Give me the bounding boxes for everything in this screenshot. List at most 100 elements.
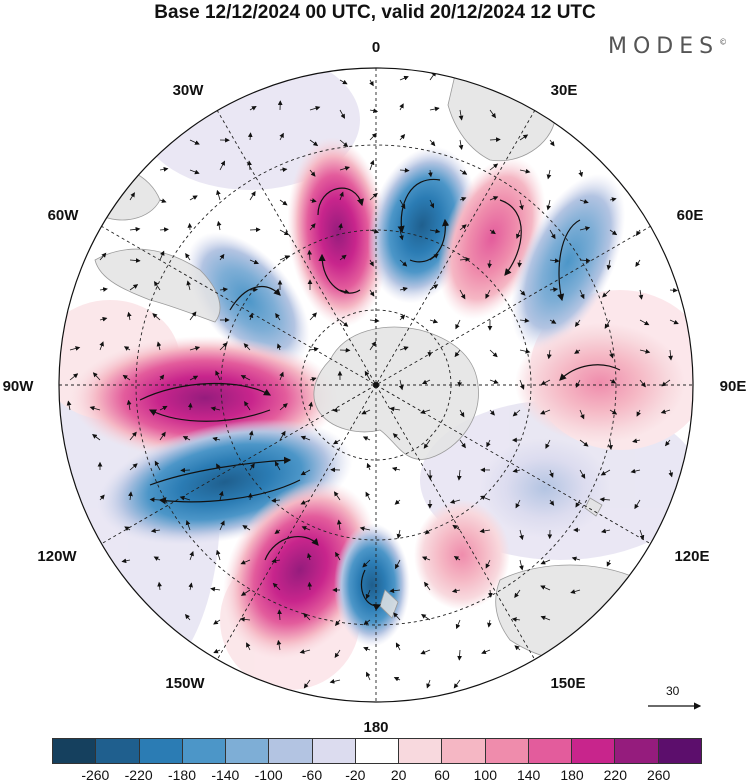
wind-vector — [393, 676, 401, 682]
wind-vector — [512, 468, 521, 473]
wind-vector — [389, 588, 401, 594]
wind-vector — [152, 313, 161, 321]
wind-vector — [180, 467, 191, 473]
wind-vector — [189, 311, 197, 321]
wind-vector — [179, 495, 191, 501]
wind-vector — [369, 132, 377, 141]
wind-vector — [369, 108, 379, 114]
wind-vector — [549, 319, 557, 324]
wind-vector — [571, 556, 581, 562]
wind-vector — [579, 226, 591, 231]
wind-reference-label: 30 — [666, 684, 680, 698]
wind-vector — [240, 375, 251, 381]
wind-vector — [489, 163, 499, 171]
wind-vector — [243, 343, 251, 351]
wind-vector — [300, 469, 311, 476]
wind-vector — [129, 284, 139, 291]
wind-vector — [272, 582, 281, 591]
wind-vector — [578, 169, 584, 178]
wind-vector — [540, 585, 551, 591]
lon-label-180: 180 — [363, 719, 388, 735]
wind-vector — [519, 168, 531, 174]
wind-vector — [459, 409, 465, 418]
wind-vector — [609, 349, 614, 359]
wind-vector — [216, 463, 221, 471]
wind-vector — [366, 462, 372, 471]
wind-vector — [129, 463, 138, 471]
wind-vector — [489, 137, 501, 143]
wind-vector — [338, 223, 343, 231]
wind-vector — [365, 589, 371, 600]
wind-vector — [213, 648, 221, 654]
wind-vector — [427, 169, 433, 178]
wind-vector — [218, 490, 224, 501]
colorbar-swatch — [312, 739, 356, 763]
wind-vector — [459, 224, 467, 231]
wind-vector — [129, 258, 141, 263]
wind-vector — [519, 318, 530, 323]
wind-vector — [424, 581, 431, 591]
wind-vector — [579, 258, 591, 263]
wind-vector — [459, 197, 467, 202]
wind-vector — [219, 520, 225, 531]
wind-vector — [639, 379, 646, 388]
colorbar-swatch — [528, 739, 573, 763]
wind-vector — [579, 409, 585, 420]
wind-vector — [515, 499, 521, 509]
wind-vector — [609, 229, 618, 236]
lon-label-0: 0 — [372, 39, 380, 56]
wind-vector — [519, 529, 524, 541]
wind-vector — [399, 286, 408, 292]
wind-vector — [99, 252, 107, 261]
wind-vector — [339, 109, 345, 119]
wind-vector — [212, 436, 221, 442]
wind-vector — [279, 199, 288, 206]
wind-vector — [455, 619, 461, 630]
wind-vector — [609, 378, 617, 384]
wind-vector — [129, 226, 141, 232]
graticule — [59, 68, 693, 702]
wind-vector — [279, 430, 286, 441]
wind-vector — [517, 259, 523, 268]
wind-vector — [210, 586, 221, 592]
wind-vector — [339, 319, 349, 327]
wind-vector — [421, 379, 431, 385]
wind-vector — [99, 341, 104, 351]
wind-vector — [128, 491, 133, 501]
wind-vector — [398, 379, 404, 391]
wind-vector — [248, 312, 254, 321]
wind-vector — [489, 109, 496, 119]
wind-vector — [549, 287, 559, 292]
polar-map: 0 30E 60E 90E 120E 150E 180 150W 120W 90… — [3, 39, 747, 735]
colorbar-swatch — [485, 739, 529, 763]
wind-vector — [271, 558, 281, 564]
colorbar-tick-label: 180 — [560, 767, 584, 783]
wind-vector — [519, 289, 526, 296]
anomaly-negative-120E — [480, 438, 610, 538]
wind-vector — [512, 409, 521, 417]
wind-vector — [608, 439, 613, 450]
lon-label-150e: 150E — [550, 675, 585, 692]
wind-vector — [215, 370, 221, 381]
wind-vector — [361, 409, 371, 415]
colorbar-swatch — [442, 739, 486, 763]
wind-vector — [454, 349, 461, 358]
wind-vector — [279, 132, 284, 141]
wind-vector — [249, 227, 261, 233]
wind-vector — [423, 439, 431, 449]
wind-vector — [303, 679, 311, 689]
wind-vector — [511, 617, 521, 622]
wind-vector — [329, 679, 341, 684]
wind-vector — [210, 406, 221, 412]
flow-lines — [139, 178, 621, 611]
wind-vectors — [66, 71, 679, 689]
wind-vector — [391, 466, 401, 472]
wind-vector — [540, 379, 551, 385]
wind-vector — [549, 469, 554, 478]
south-pole-marker — [373, 382, 379, 388]
wind-vector — [369, 289, 375, 297]
wind-vector — [249, 463, 255, 471]
wind-vector — [159, 227, 169, 233]
wind-vector — [399, 75, 409, 81]
wind-vector — [189, 551, 194, 561]
